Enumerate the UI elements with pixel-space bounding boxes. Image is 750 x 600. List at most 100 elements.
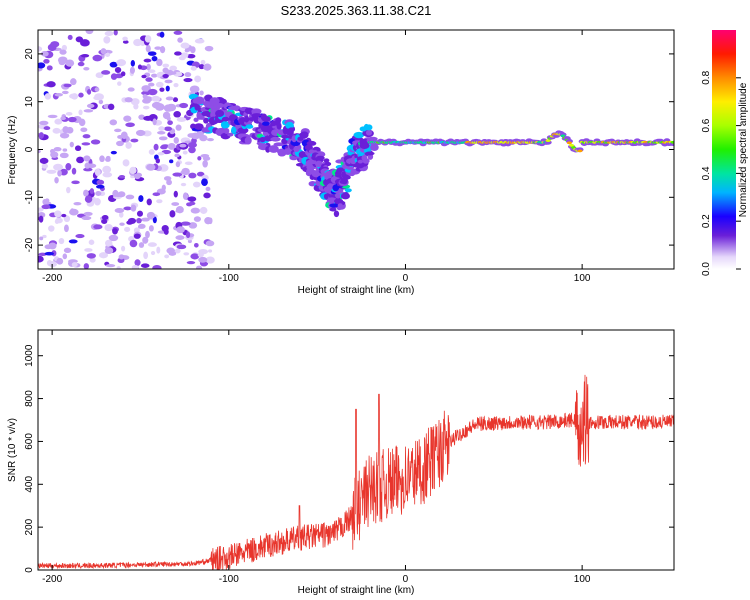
spectrogram-cell bbox=[155, 158, 161, 164]
spectrogram-cell bbox=[136, 217, 142, 224]
spectrogram-cell bbox=[38, 46, 43, 52]
spectrogram-cell bbox=[46, 81, 56, 88]
spectrogram-cell bbox=[180, 170, 188, 175]
spectrogram-cell bbox=[147, 69, 156, 74]
spectrogram-cell bbox=[52, 127, 61, 134]
spectrogram-cell bbox=[61, 44, 68, 51]
spectrogram-cell bbox=[199, 206, 208, 214]
spectrogram-cell bbox=[153, 143, 159, 151]
spectrogram-cell bbox=[146, 63, 151, 71]
spectrogram-cell bbox=[248, 117, 255, 122]
spectrogram-cell bbox=[39, 120, 49, 126]
colorbar-label: Normalized spectral amplitude bbox=[738, 82, 749, 217]
spectrogram-cell bbox=[152, 118, 157, 126]
spectrogram-xtick-label: 0 bbox=[403, 273, 409, 284]
spectrogram-cell bbox=[339, 179, 346, 184]
spectrogram-cell bbox=[148, 82, 155, 87]
spectrogram-cell bbox=[177, 37, 183, 43]
spectrogram-cell bbox=[110, 73, 118, 80]
spectrogram-cell bbox=[155, 81, 164, 88]
colorbar-tick-label: 0.4 bbox=[701, 166, 712, 180]
spectrogram-cell bbox=[183, 252, 190, 256]
spectrogram-cell bbox=[199, 90, 204, 96]
spectrogram-cell bbox=[145, 44, 151, 53]
spectrogram-cell bbox=[152, 264, 162, 269]
spectrogram-cell bbox=[166, 179, 172, 186]
spectrogram-cell bbox=[157, 151, 165, 156]
spectrogram-cell bbox=[186, 53, 196, 59]
spectrogram-cell bbox=[118, 211, 124, 218]
colorbar-ticks: 0.0 0.2 0.4 0.6 0.8 bbox=[701, 70, 741, 276]
spectrogram-cell bbox=[130, 98, 140, 106]
spectrogram-cell bbox=[577, 149, 583, 153]
spectrogram-cell bbox=[159, 87, 165, 92]
spectrogram-cell bbox=[323, 158, 330, 163]
chart-title: S233.2025.363.11.38.C21 bbox=[281, 3, 432, 18]
spectrogram-cell bbox=[194, 96, 205, 105]
spectrogram-cell bbox=[98, 252, 109, 259]
snr-ytick-label: 800 bbox=[24, 390, 35, 407]
spectrogram-cell bbox=[330, 207, 337, 212]
spectrogram-cell bbox=[142, 94, 148, 99]
spectrogram-cell bbox=[203, 63, 212, 71]
spectrogram-cell bbox=[169, 65, 178, 71]
spectrogram-cell bbox=[142, 236, 149, 244]
spectrogram-cell bbox=[167, 120, 173, 126]
spectrogram-xtick-label: 100 bbox=[574, 273, 591, 284]
spectrogram-cell bbox=[88, 239, 95, 245]
spectrogram-cell bbox=[67, 34, 73, 40]
spectrogram-cell bbox=[190, 253, 200, 260]
spectrogram-cell bbox=[105, 263, 116, 268]
spectrogram-cell bbox=[109, 61, 118, 68]
spectrogram-cell bbox=[182, 192, 189, 200]
spectrogram-cell bbox=[104, 30, 114, 37]
spectrogram-cell bbox=[184, 48, 190, 53]
spectrogram-cell bbox=[344, 188, 352, 193]
spectrogram-cell bbox=[190, 207, 201, 214]
spectrogram-cell bbox=[131, 265, 139, 269]
spectrogram-cell bbox=[110, 150, 117, 155]
snr-ylabel: SNR (10 * v/v) bbox=[7, 418, 18, 482]
spectrogram-cell bbox=[83, 155, 91, 162]
spectrogram-cell bbox=[83, 263, 89, 269]
spectrogram-cell bbox=[95, 72, 104, 79]
spectrogram-cell bbox=[64, 224, 69, 233]
spectrogram-cell bbox=[152, 216, 157, 224]
spectrogram-cell bbox=[364, 151, 375, 156]
spectrogram-cell bbox=[173, 83, 179, 88]
spectrogram-cell bbox=[357, 159, 363, 164]
spectrogram-cell bbox=[169, 159, 174, 164]
spectrogram-cell bbox=[215, 109, 225, 118]
spectrogram-cell bbox=[187, 196, 197, 202]
spectrogram-cell bbox=[180, 221, 191, 226]
spectrogram-cell bbox=[54, 176, 59, 184]
spectrogram-cell bbox=[77, 61, 85, 67]
spectrogram-cell bbox=[103, 36, 111, 44]
spectrogram-cell bbox=[193, 216, 201, 222]
spectrogram-cell bbox=[176, 226, 185, 234]
spectrogram-cell bbox=[44, 93, 52, 100]
spectrogram-cell bbox=[113, 30, 118, 36]
spectrogram-cell bbox=[69, 141, 74, 148]
spectrogram-cell bbox=[142, 98, 151, 104]
spectrogram-cell bbox=[174, 248, 181, 254]
spectrogram-cell bbox=[140, 263, 150, 268]
spectrogram-cell bbox=[200, 59, 206, 65]
spectrogram-cell bbox=[162, 63, 170, 68]
spectrogram-cell bbox=[81, 216, 92, 221]
spectrogram-cell bbox=[83, 167, 93, 172]
spectrogram-cell bbox=[50, 41, 60, 48]
spectrogram-cell bbox=[192, 181, 201, 188]
spectrogram-cell bbox=[56, 257, 64, 265]
spectrogram-cell bbox=[75, 234, 85, 239]
spectrogram-cell bbox=[281, 134, 289, 139]
spectrogram-cell bbox=[151, 95, 161, 102]
spectrogram-cell bbox=[94, 198, 101, 206]
spectrogram-cell bbox=[71, 93, 79, 100]
spectrogram-cell bbox=[201, 178, 208, 186]
spectrogram-cell bbox=[158, 136, 168, 141]
snr-frame bbox=[37, 329, 675, 571]
snr-background bbox=[38, 330, 674, 570]
spectrogram-cell bbox=[129, 239, 138, 248]
spectrogram-cell bbox=[157, 130, 166, 135]
